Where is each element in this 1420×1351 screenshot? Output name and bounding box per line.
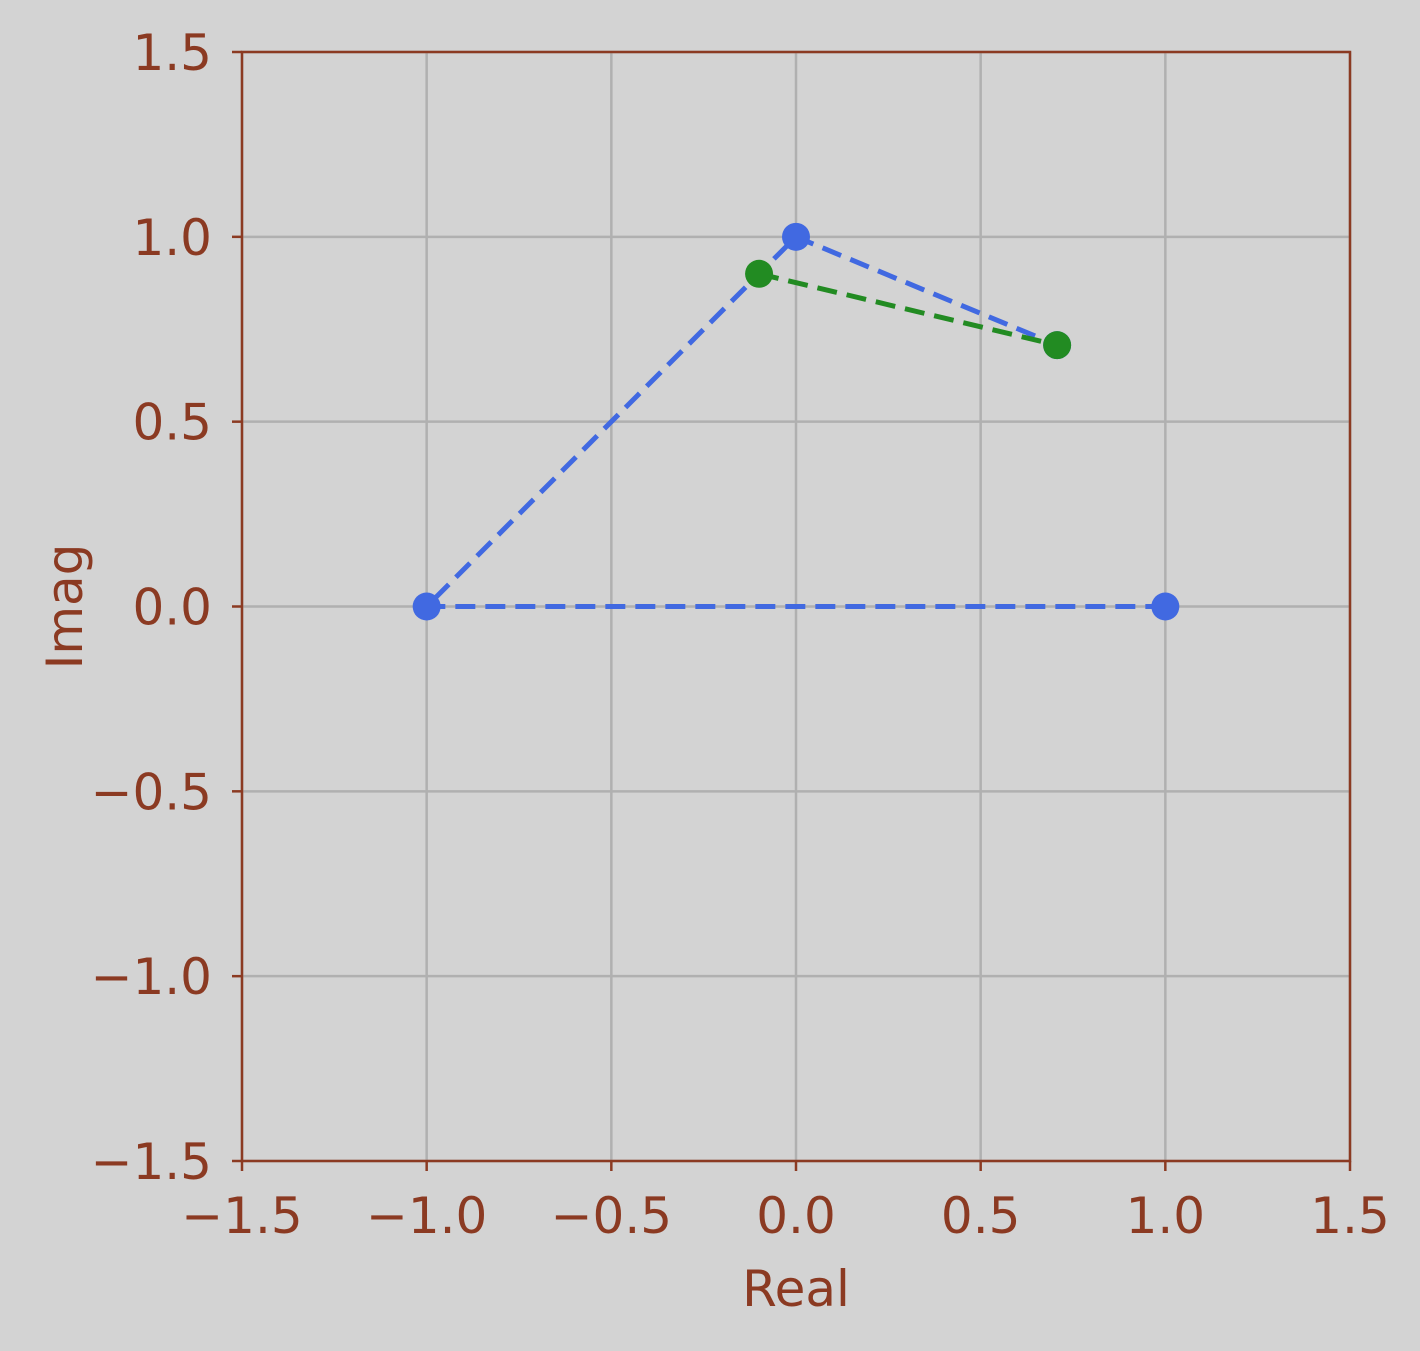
y-axis-ticks: −1.5 −1.0 −0.5 0.0 0.5 1.0 1.5 [91, 24, 242, 1191]
data-point [1043, 331, 1072, 360]
y-tick-label: 1.5 [132, 24, 212, 82]
series-line [420, 233, 1166, 609]
x-tick-label: 1.5 [1310, 1187, 1390, 1245]
data-point [1151, 592, 1180, 621]
y-tick-label: −1.5 [91, 1133, 212, 1191]
series-line [758, 271, 1058, 348]
y-tick-label: 1.0 [132, 209, 212, 267]
x-tick-label: 0.0 [756, 1187, 836, 1245]
x-axis-label: Real [742, 1260, 850, 1318]
y-tick-label: 0.5 [132, 394, 212, 452]
x-axis-ticks: −1.5 −1.0 −0.5 0.0 0.5 1.0 1.5 [181, 1161, 1390, 1245]
series-1 [745, 259, 1072, 360]
y-tick-label: 0.0 [132, 579, 212, 637]
x-tick-label: −1.5 [181, 1187, 302, 1245]
data-point [745, 259, 774, 288]
x-tick-label: 0.5 [941, 1187, 1021, 1245]
series-layer [412, 222, 1180, 621]
x-tick-label: 1.0 [1126, 1187, 1206, 1245]
y-axis-label: Imag [36, 544, 94, 670]
x-tick-label: −0.5 [551, 1187, 672, 1245]
x-tick-label: −1.0 [366, 1187, 487, 1245]
data-point [412, 592, 441, 621]
y-tick-label: −1.0 [91, 948, 212, 1006]
data-point [782, 222, 810, 251]
y-tick-label: −0.5 [91, 763, 212, 821]
